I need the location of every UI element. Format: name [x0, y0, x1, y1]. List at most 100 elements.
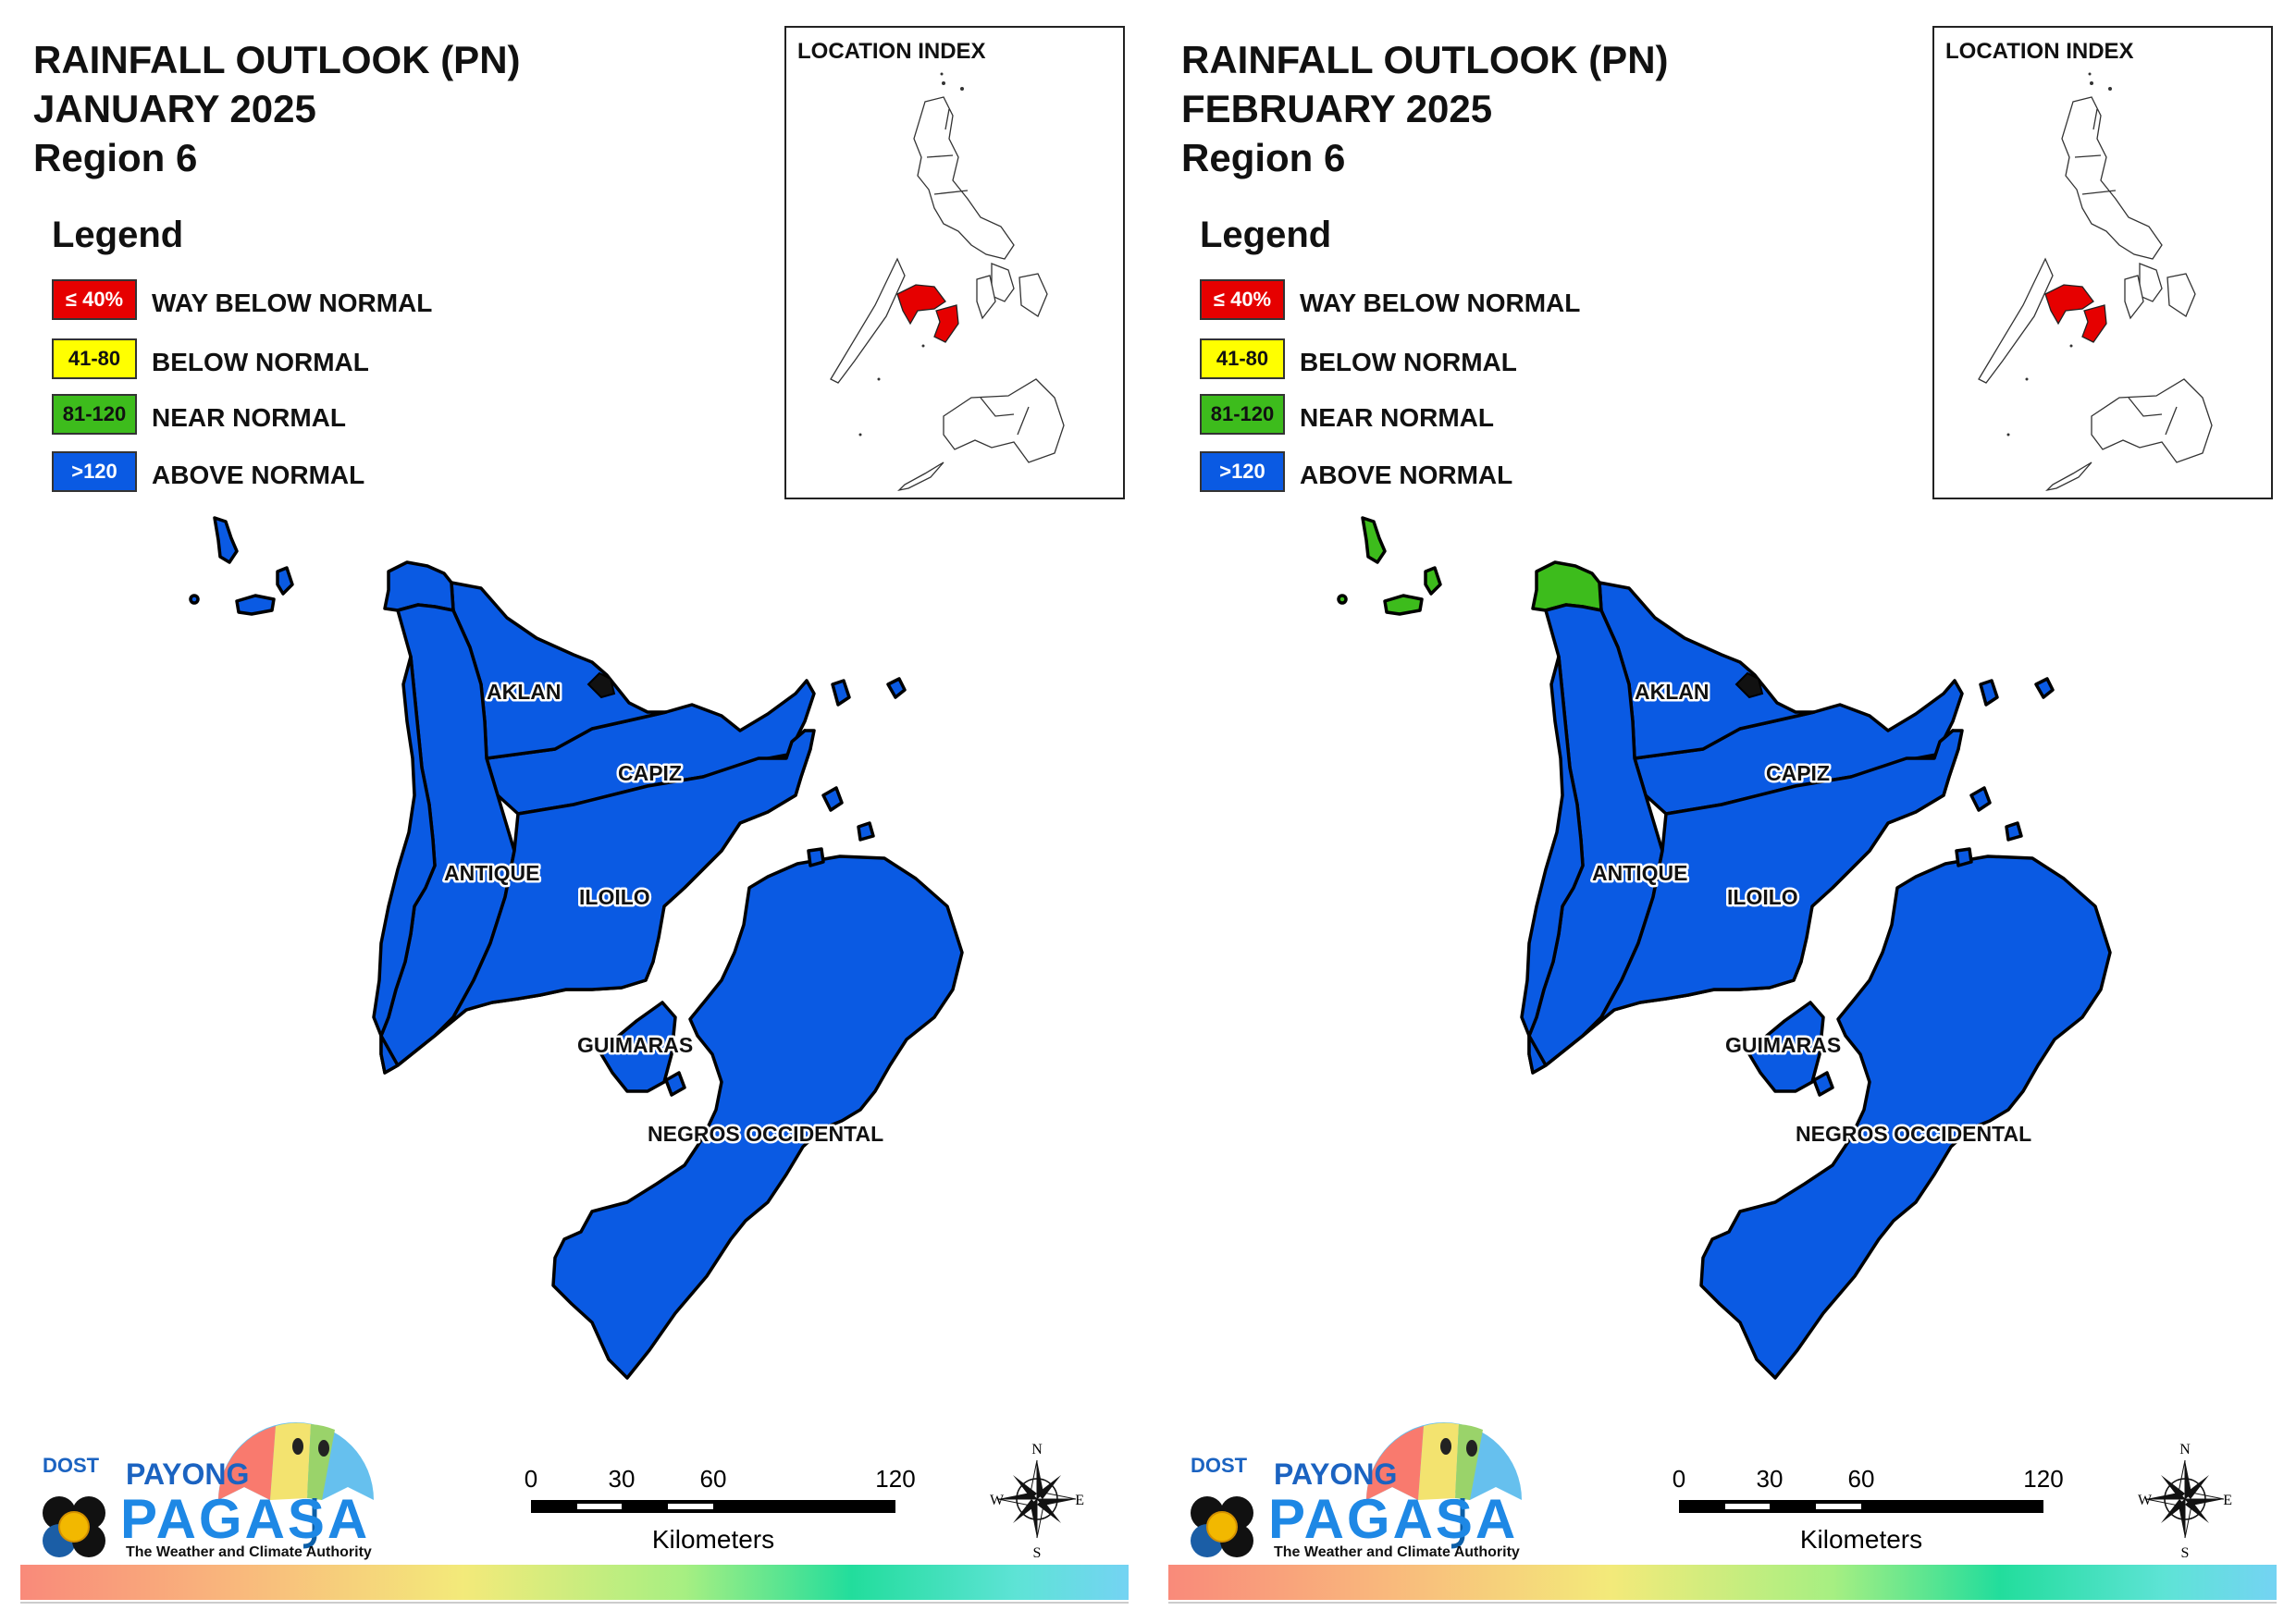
logo-dost: DOST	[43, 1454, 100, 1477]
eastern-islands	[857, 821, 875, 842]
eastern-islands	[886, 677, 907, 699]
compass-n: N	[1031, 1442, 1043, 1457]
logo-dost: DOST	[1191, 1454, 1248, 1477]
legend-label: BELOW NORMAL	[1300, 348, 1517, 376]
pagasa-logo: DOST PAYONG PAGASA The Weather and Clima…	[1181, 1387, 1533, 1563]
scale-tick: 120	[2023, 1465, 2063, 1493]
label-capiz: CAPIZ	[1766, 761, 1830, 785]
compass-s: S	[1033, 1545, 1042, 1559]
scale-tick: 0	[525, 1465, 537, 1493]
province-guimaras	[599, 1001, 677, 1093]
label-negros-occidental: NEGROS OCCIDENTAL	[648, 1122, 883, 1146]
province-negros-occidental	[551, 855, 964, 1380]
scale-tick: 30	[1757, 1465, 1784, 1493]
legend-swatch: 81-120	[1200, 394, 1285, 435]
location-index-inset: LOCATION INDEX	[1932, 26, 2273, 499]
map-title-line1: RAINFALL OUTLOOK (PN)	[1181, 38, 1669, 81]
legend-title: Legend	[52, 215, 184, 255]
scale-bar-graphic: 0 30 60 120 Kilometers	[525, 1465, 916, 1554]
compass-n: N	[2179, 1442, 2191, 1457]
north-arrow-compass: N S E W	[2134, 1439, 2236, 1561]
province-guimaras	[1747, 1001, 1825, 1093]
compass-e: E	[2223, 1493, 2232, 1508]
compass-rose-icon: N S E W	[990, 1442, 1084, 1561]
compass-rose-icon: N S E W	[2138, 1442, 2232, 1561]
logo-pagasa: PAGASA	[120, 1488, 371, 1550]
scale-bar-graphic: 0 30 60 120 Kilometers	[1673, 1465, 2064, 1554]
region6-province-map: AKLAN CAPIZ ANTIQUE ILOILO GUIMARAS NEGR…	[1337, 516, 2112, 1380]
legend-label: NEAR NORMAL	[152, 403, 346, 432]
scale-tick: 60	[1848, 1465, 1875, 1493]
legend-label: BELOW NORMAL	[152, 348, 369, 376]
legend-item-below: 41-80 BELOW NORMAL	[52, 338, 514, 379]
legend-item-way-below: ≤ 40% WAY BELOW NORMAL	[52, 279, 514, 320]
logo-tagline: The Weather and Climate Authority	[126, 1544, 372, 1560]
caluya-islands	[1337, 594, 1348, 605]
location-index-title: LOCATION INDEX	[797, 39, 986, 64]
province-aklan-tip	[1531, 560, 1603, 612]
legend-title: Legend	[1200, 215, 1332, 255]
pagasa-umbrella-logo	[43, 1422, 374, 1557]
location-index-title: LOCATION INDEX	[1945, 39, 2134, 64]
legend-swatch: ≤ 40%	[1200, 279, 1285, 320]
legend-swatch: 81-120	[52, 394, 137, 435]
gradient-footer-bar	[1168, 1565, 2277, 1600]
map-title-month: FEBRUARY 2025	[1181, 87, 1493, 130]
caluya-islands	[276, 566, 294, 596]
province-negros-occidental	[1699, 855, 2112, 1380]
label-capiz: CAPIZ	[618, 761, 682, 785]
caluya-islands	[1424, 566, 1442, 596]
label-antique: ANTIQUE	[1592, 861, 1688, 885]
compass-w: W	[990, 1493, 1005, 1508]
label-guimaras: GUIMARAS	[577, 1033, 693, 1057]
antique-west-coast	[1520, 655, 1585, 1038]
north-arrow-compass: N S E W	[986, 1439, 1088, 1561]
caluya-islands	[189, 594, 200, 605]
footer-line	[1168, 1602, 2277, 1604]
caluya-islands	[235, 594, 276, 616]
footer-line	[20, 1602, 1129, 1604]
compass-e: E	[1075, 1493, 1084, 1508]
label-iloilo: ILOILO	[579, 885, 650, 909]
legend-label: ABOVE NORMAL	[1300, 461, 1513, 489]
label-antique: ANTIQUE	[444, 861, 540, 885]
aklan-coast-detail	[586, 671, 616, 699]
logo-tagline: The Weather and Climate Authority	[1274, 1544, 1520, 1560]
legend-item-above: >120 ABOVE NORMAL	[52, 451, 514, 492]
philippines-outline-map	[1978, 72, 2213, 492]
legend-label: ABOVE NORMAL	[152, 461, 365, 489]
legend-item-above: >120 ABOVE NORMAL	[1200, 451, 1662, 492]
eastern-islands	[2034, 677, 2055, 699]
legend-item-near: 81-120 NEAR NORMAL	[1200, 394, 1662, 435]
legend-swatch: ≤ 40%	[52, 279, 137, 320]
legend-item-below: 41-80 BELOW NORMAL	[1200, 338, 1662, 379]
logo-pagasa: PAGASA	[1268, 1488, 1519, 1550]
label-iloilo: ILOILO	[1727, 885, 1798, 909]
map-title-region: Region 6	[33, 136, 198, 179]
legend-label: NEAR NORMAL	[1300, 403, 1494, 432]
eastern-islands	[1955, 847, 1973, 867]
logo-payong: PAYONG	[1274, 1457, 1398, 1491]
eastern-islands	[1969, 786, 1992, 812]
scale-tick: 0	[1673, 1465, 1685, 1493]
scale-tick: 30	[609, 1465, 636, 1493]
map-title-region: Region 6	[1181, 136, 1346, 179]
gradient-footer-bar	[20, 1565, 1129, 1600]
caluya-islands	[1361, 516, 1387, 564]
label-negros-occidental: NEGROS OCCIDENTAL	[1796, 1122, 2031, 1146]
eastern-islands	[831, 679, 851, 707]
scale-unit: Kilometers	[652, 1525, 774, 1554]
legend-swatch: 41-80	[1200, 338, 1285, 379]
compass-s: S	[2181, 1545, 2190, 1559]
legend-label: WAY BELOW NORMAL	[152, 289, 433, 317]
map-title-month: JANUARY 2025	[33, 87, 316, 130]
philippines-outline-map	[830, 72, 1065, 492]
eastern-islands	[2005, 821, 2023, 842]
guimaras-islet	[1812, 1071, 1834, 1097]
legend-item-near: 81-120 NEAR NORMAL	[52, 394, 514, 435]
legend-swatch: >120	[52, 451, 137, 492]
province-antique	[379, 729, 816, 1075]
eastern-islands	[821, 786, 844, 812]
province-antique	[1527, 729, 1964, 1075]
outlook-panel-1: RAINFALL OUTLOOK (PN) JANUARY 2025 Regio…	[20, 26, 1129, 1604]
